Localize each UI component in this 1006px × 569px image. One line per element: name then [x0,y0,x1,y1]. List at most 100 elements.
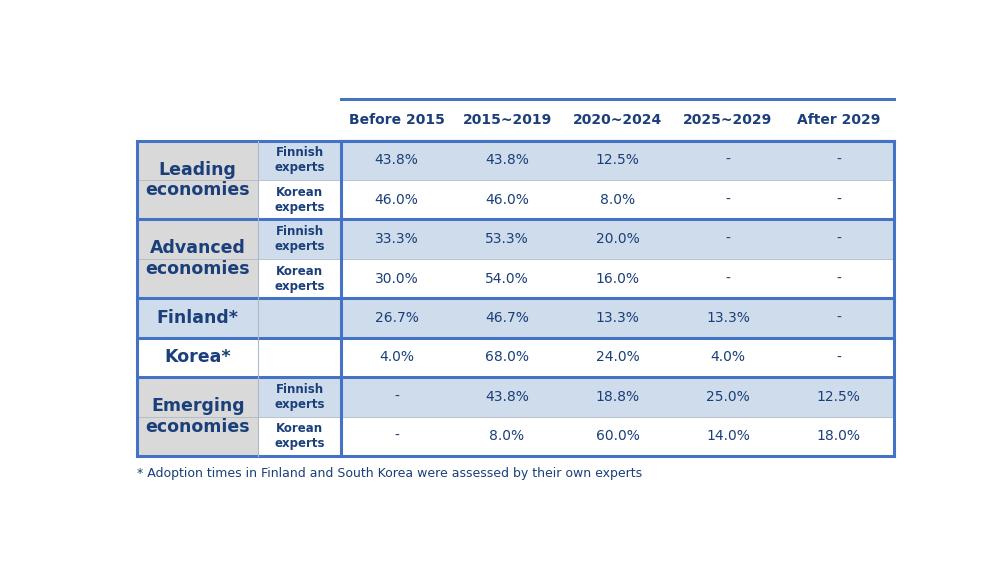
Text: Leading
economies: Leading economies [146,160,250,199]
Text: 43.8%: 43.8% [485,390,529,404]
FancyBboxPatch shape [138,298,259,338]
FancyBboxPatch shape [784,180,893,220]
Text: 2015~2019: 2015~2019 [463,113,551,127]
Text: -: - [394,390,399,404]
FancyBboxPatch shape [452,298,562,338]
FancyBboxPatch shape [452,259,562,298]
FancyBboxPatch shape [259,220,341,259]
FancyBboxPatch shape [784,141,893,180]
FancyBboxPatch shape [562,417,673,456]
FancyBboxPatch shape [259,180,341,220]
FancyBboxPatch shape [673,298,784,338]
FancyBboxPatch shape [138,141,259,180]
Text: 13.3%: 13.3% [596,311,640,325]
Text: 43.8%: 43.8% [485,153,529,167]
Text: 54.0%: 54.0% [485,271,529,286]
Text: -: - [725,153,730,167]
FancyBboxPatch shape [784,298,893,338]
FancyBboxPatch shape [341,141,452,180]
FancyBboxPatch shape [259,377,341,417]
Text: Finnish
experts: Finnish experts [275,383,325,411]
Text: -: - [725,232,730,246]
Text: Korean
experts: Korean experts [275,185,325,214]
FancyBboxPatch shape [259,141,341,180]
FancyBboxPatch shape [452,180,562,220]
Text: Emerging
economies: Emerging economies [146,397,250,436]
FancyBboxPatch shape [562,377,673,417]
Text: After 2029: After 2029 [797,113,880,127]
Text: -: - [836,271,841,286]
Text: 25.0%: 25.0% [706,390,749,404]
FancyBboxPatch shape [259,338,341,377]
Text: 20.0%: 20.0% [596,232,640,246]
FancyBboxPatch shape [341,298,452,338]
Text: -: - [836,311,841,325]
Text: 46.0%: 46.0% [374,193,418,207]
Text: 4.0%: 4.0% [379,351,414,365]
FancyBboxPatch shape [138,99,893,141]
FancyBboxPatch shape [341,220,452,259]
FancyBboxPatch shape [259,417,341,456]
Text: Finland*: Finland* [157,309,238,327]
FancyBboxPatch shape [138,180,259,220]
FancyBboxPatch shape [452,338,562,377]
Text: -: - [394,429,399,443]
Text: 53.3%: 53.3% [485,232,529,246]
Text: Korean
experts: Korean experts [275,265,325,292]
Text: -: - [725,193,730,207]
FancyBboxPatch shape [673,220,784,259]
Text: -: - [836,232,841,246]
Text: Finnish
experts: Finnish experts [275,146,325,174]
Text: 13.3%: 13.3% [706,311,749,325]
Text: 2025~2029: 2025~2029 [683,113,773,127]
FancyBboxPatch shape [784,417,893,456]
Text: -: - [836,193,841,207]
Text: 18.8%: 18.8% [596,390,640,404]
FancyBboxPatch shape [452,417,562,456]
Text: 2020~2024: 2020~2024 [572,113,662,127]
FancyBboxPatch shape [138,338,259,377]
FancyBboxPatch shape [562,141,673,180]
FancyBboxPatch shape [562,298,673,338]
FancyBboxPatch shape [341,377,452,417]
FancyBboxPatch shape [452,220,562,259]
Text: Korean
experts: Korean experts [275,422,325,450]
Text: 30.0%: 30.0% [374,271,418,286]
Text: 12.5%: 12.5% [596,153,640,167]
Text: 46.0%: 46.0% [485,193,529,207]
Text: -: - [725,271,730,286]
FancyBboxPatch shape [673,259,784,298]
Text: 8.0%: 8.0% [490,429,524,443]
Text: Korea*: Korea* [164,348,231,366]
FancyBboxPatch shape [341,180,452,220]
Text: 8.0%: 8.0% [600,193,635,207]
FancyBboxPatch shape [341,259,452,298]
FancyBboxPatch shape [452,377,562,417]
FancyBboxPatch shape [259,298,341,338]
Text: 26.7%: 26.7% [374,311,418,325]
FancyBboxPatch shape [784,377,893,417]
Text: * Adoption times in Finland and South Korea were assessed by their own experts: * Adoption times in Finland and South Ko… [138,467,643,480]
FancyBboxPatch shape [673,338,784,377]
FancyBboxPatch shape [784,338,893,377]
FancyBboxPatch shape [259,259,341,298]
FancyBboxPatch shape [673,141,784,180]
FancyBboxPatch shape [452,141,562,180]
FancyBboxPatch shape [138,417,259,456]
Text: 43.8%: 43.8% [374,153,418,167]
Text: 46.7%: 46.7% [485,311,529,325]
Text: -: - [836,153,841,167]
FancyBboxPatch shape [784,220,893,259]
Text: Before 2015: Before 2015 [349,113,445,127]
Text: 18.0%: 18.0% [817,429,860,443]
FancyBboxPatch shape [562,259,673,298]
Text: -: - [836,351,841,365]
FancyBboxPatch shape [138,220,259,259]
FancyBboxPatch shape [673,180,784,220]
FancyBboxPatch shape [138,259,259,298]
FancyBboxPatch shape [562,220,673,259]
Text: 33.3%: 33.3% [374,232,418,246]
FancyBboxPatch shape [784,259,893,298]
FancyBboxPatch shape [138,377,259,417]
FancyBboxPatch shape [562,180,673,220]
